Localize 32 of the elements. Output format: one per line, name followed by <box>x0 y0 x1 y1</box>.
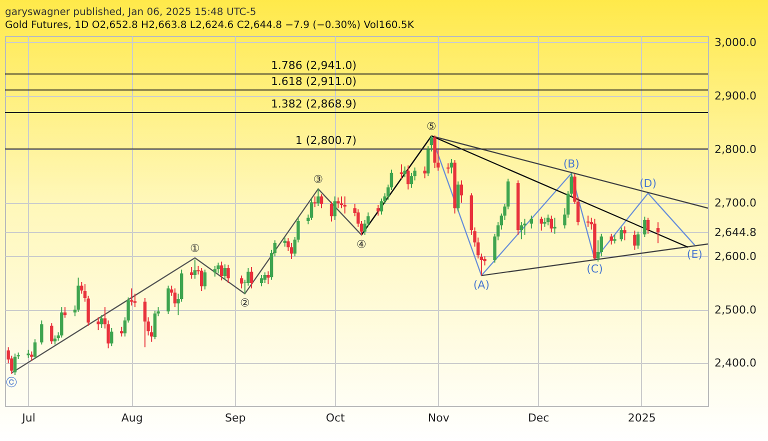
x-tick-label: Nov <box>428 412 450 424</box>
annotation: ⑤ <box>426 120 437 133</box>
y-tick-label: 2,900.0 <box>714 89 756 102</box>
y-tick-label: 2,700.0 <box>714 196 756 210</box>
ref-line-label: 1 (2,800.7) <box>295 134 356 147</box>
x-tick-label: Aug <box>121 412 143 424</box>
y-tick-label: 2,800.0 <box>714 142 756 156</box>
annotation: ④ <box>356 238 367 251</box>
annotation: (E) <box>686 248 702 262</box>
y-tick-label: 2,600.0 <box>714 250 756 263</box>
x-tick-label: Jul <box>21 412 36 424</box>
y-tick-label: 3,000.0 <box>714 36 756 49</box>
ref-line-label: 1.618 (2,911.0) <box>270 75 356 88</box>
annotation: ① <box>190 242 200 255</box>
x-tick-label: Sep <box>225 412 246 424</box>
x-tick-label: Oct <box>326 412 346 424</box>
ref-line-label: 1.786 (2,941.0) <box>270 58 356 72</box>
annotation: ③ <box>313 172 324 186</box>
annotation: ⓒ <box>6 376 18 389</box>
annotation: ② <box>240 296 250 310</box>
x-tick-label: 2025 <box>628 412 656 424</box>
annotation: (D) <box>639 177 657 190</box>
chart-subtitle: Gold Futures, 1D O2,652.8 H2,663.8 L2,624.6 C2,644.8 −7.9 (−0.30%) Vol160.5K <box>5 20 414 31</box>
y-tick-label: 2,500.0 <box>714 303 756 316</box>
ref-line-label: 1.382 (2,868.9) <box>270 98 356 111</box>
y-tick-label: 2,644.8 <box>714 226 756 239</box>
annotation: (A) <box>473 278 490 292</box>
annotation: (B) <box>563 157 580 170</box>
x-tick-label: Dec <box>528 412 550 424</box>
y-tick-label: 2,400.0 <box>714 356 756 370</box>
chart-title: garyswagner published, Jan 06, 2025 15:48 UTC-5 <box>5 7 256 18</box>
annotation: (C) <box>586 262 603 276</box>
